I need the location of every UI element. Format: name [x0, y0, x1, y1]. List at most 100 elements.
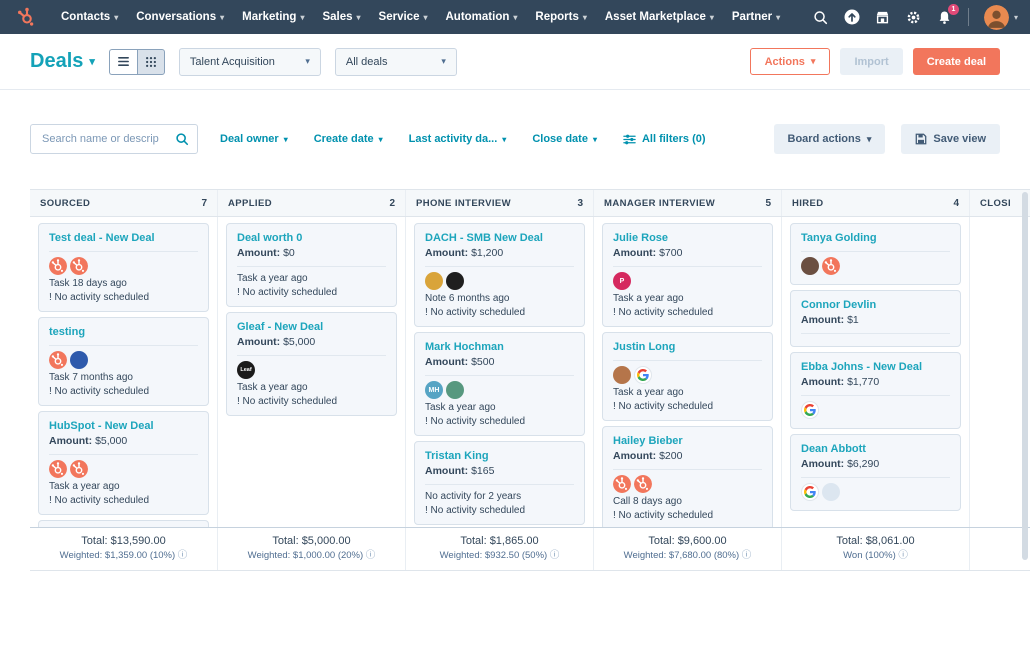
nav-item-marketing[interactable]: Marketing ▾: [233, 11, 313, 23]
avatar-row: [49, 460, 198, 478]
nav-item-automation[interactable]: Automation ▾: [437, 11, 527, 23]
deal-title-link[interactable]: Julie Rose: [613, 232, 669, 244]
deal-card-ebba-johns-new-deal[interactable]: Ebba Johns - New Deal Amount: $1,770: [790, 352, 961, 429]
no-activity-warning: ! No activity scheduled: [49, 386, 150, 397]
deal-title-link[interactable]: Connor Devlin: [801, 299, 877, 311]
user-menu[interactable]: ▾: [983, 4, 1018, 30]
deal-card-tanya-golding[interactable]: Tanya Golding: [790, 223, 961, 285]
info-icon[interactable]: ⓘ: [741, 550, 752, 561]
deal-title-link[interactable]: Tristan King: [425, 450, 489, 462]
no-activity-warning: ! No activity scheduled: [237, 287, 338, 298]
deal-card-tristan-king[interactable]: Tristan King Amount: $165 No activity for …: [414, 441, 585, 525]
column-total-hired: Total: $8,061.00 Won (100%) ⓘ: [782, 528, 970, 570]
deal-title-link[interactable]: Mark Hochman: [425, 341, 504, 353]
deal-title-link[interactable]: Deal worth 0: [237, 232, 303, 244]
filter-last-activity-da[interactable]: Last activity da... ▾: [409, 133, 507, 145]
weighted-amount: Weighted: $932.50 (50%) ⓘ: [439, 550, 560, 561]
search-icon[interactable]: [813, 9, 829, 25]
search-icon[interactable]: [175, 132, 189, 146]
hubspot-logo-icon[interactable]: [16, 6, 38, 28]
chevron-down-icon: ▾: [709, 12, 714, 22]
nav-item-asset-marketplace[interactable]: Asset Marketplace ▾: [596, 11, 723, 23]
vertical-scrollbar[interactable]: [1022, 192, 1028, 560]
settings-gear-icon[interactable]: [906, 9, 922, 25]
deal-title-link[interactable]: HubSpot - New Deal: [49, 420, 154, 432]
nav-item-reports[interactable]: Reports ▾: [526, 11, 595, 23]
marketplace-icon[interactable]: [875, 9, 891, 25]
import-button[interactable]: Import: [840, 48, 903, 75]
last-activity-text: Task 7 months ago: [49, 372, 133, 383]
last-activity-text: Task a year ago: [237, 382, 308, 393]
card-divider: [49, 454, 198, 455]
deal-card-dr-jones[interactable]: Dr. JonesAmount: $5,700: [38, 520, 209, 527]
deal-amount: Amount: $6,290: [801, 458, 880, 470]
deal-title-link[interactable]: DACH - SMB New Deal: [425, 232, 543, 244]
actions-button[interactable]: Actions ▾: [749, 48, 831, 75]
create-deal-button[interactable]: Create deal: [912, 48, 1000, 75]
info-icon[interactable]: ⓘ: [365, 550, 376, 561]
info-icon[interactable]: ⓘ: [177, 550, 188, 561]
user-avatar[interactable]: [983, 4, 1009, 30]
deal-card-test-deal-new-deal[interactable]: Test deal - New Deal Task 18 days ago ! No…: [38, 223, 209, 312]
card-divider: [801, 395, 950, 396]
pipeline-select[interactable]: Talent Acquisition ▾: [178, 47, 321, 76]
card-divider: [801, 333, 950, 334]
search-box: [30, 124, 198, 154]
deal-title-link[interactable]: Justin Long: [613, 341, 676, 353]
deal-title-link[interactable]: Tanya Golding: [801, 232, 877, 244]
chevron-down-icon: ▾: [378, 134, 383, 144]
upgrade-icon[interactable]: [844, 9, 860, 25]
deal-card-connor-devlin[interactable]: Connor Devlin Amount: $1: [790, 290, 961, 347]
search-input[interactable]: [40, 132, 175, 146]
board-column-headers: SOURCED 7 APPLIED 2 PHONE INTERVIEW 3 MANAGER …: [30, 189, 1030, 217]
column-name: MANAGER INTERVIEW: [604, 197, 716, 209]
board-actions-button[interactable]: Board actions ▾: [773, 124, 886, 154]
card-divider: [49, 251, 198, 252]
chevron-down-icon: ▾: [305, 56, 310, 66]
deal-title-link[interactable]: Test deal - New Deal: [49, 232, 155, 244]
deal-amount: Amount: $200: [613, 450, 683, 462]
hubspot-avatar-icon: [70, 460, 88, 478]
nav-item-contacts[interactable]: Contacts ▾: [52, 11, 127, 23]
deal-card-gleaf-new-deal[interactable]: Gleaf - New Deal Amount: $5,000 Leaf Task a…: [226, 312, 397, 416]
deal-title-link[interactable]: Gleaf - New Deal: [237, 321, 324, 333]
nav-item-partner[interactable]: Partner ▾: [723, 11, 789, 23]
deal-title-link[interactable]: Hailey Bieber: [613, 435, 683, 447]
filter-deal-owner[interactable]: Deal owner ▾: [220, 133, 288, 145]
deal-card-testing[interactable]: testing Task 7 months ago ! No activity sc…: [38, 317, 209, 406]
column-name: HIRED: [792, 197, 824, 209]
deal-card-mark-hochman[interactable]: Mark Hochman Amount: $500 MH Task a year ag…: [414, 332, 585, 436]
deal-view-select[interactable]: All deals ▾: [334, 47, 457, 76]
board-view-button[interactable]: [136, 48, 165, 75]
deal-card-dach-smb-new-deal[interactable]: DACH - SMB New Deal Amount: $1,200 Note 6 …: [414, 223, 585, 327]
page-title-dropdown[interactable]: Deals ▾: [30, 50, 95, 73]
all-filters-link[interactable]: All filters (0): [623, 133, 706, 146]
total-amount: Total: $9,600.00: [648, 535, 727, 547]
deal-amount: Amount: $500: [425, 356, 495, 368]
nav-item-conversations[interactable]: Conversations ▾: [127, 11, 233, 23]
info-icon[interactable]: ⓘ: [549, 550, 560, 561]
filter-close-date[interactable]: Close date ▾: [532, 133, 597, 145]
deal-card-dean-abbott[interactable]: Dean Abbott Amount: $6,290: [790, 434, 961, 511]
column-count: 5: [765, 197, 771, 209]
deal-title-link[interactable]: Dean Abbott: [801, 443, 866, 455]
nav-item-service[interactable]: Service ▾: [370, 11, 437, 23]
nav-item-label: Marketing: [242, 11, 297, 23]
column-hired: Tanya Golding Connor Devlin Amount: $1 Ebba…: [782, 217, 970, 527]
info-icon[interactable]: ⓘ: [898, 550, 908, 561]
deal-title-link[interactable]: Ebba Johns - New Deal: [801, 361, 923, 373]
google-logo-avatar: [801, 483, 819, 501]
filter-create-date[interactable]: Create date ▾: [314, 133, 383, 145]
deal-title-link[interactable]: testing: [49, 326, 86, 338]
deal-card-hubspot-new-deal[interactable]: HubSpot - New Deal Amount: $5,000 Task a y…: [38, 411, 209, 515]
nav-item-sales[interactable]: Sales ▾: [313, 11, 369, 23]
save-view-button[interactable]: Save view: [901, 124, 1000, 154]
deal-card-deal-worth-0[interactable]: Deal worth 0 Amount: $0 Task a year ago ! N…: [226, 223, 397, 307]
total-amount: Total: $5,000.00: [272, 535, 351, 547]
list-view-button[interactable]: [108, 48, 137, 75]
nav-item-label: Partner: [731, 11, 773, 23]
notifications-bell-icon[interactable]: 1: [937, 4, 959, 25]
deal-card-julie-rose[interactable]: Julie Rose Amount: $700 P Task a year ago ! …: [602, 223, 773, 327]
deal-card-hailey-bieber[interactable]: Hailey Bieber Amount: $200 Call 8 days ago…: [602, 426, 773, 527]
deal-card-justin-long[interactable]: Justin Long Task a year ago ! No activity …: [602, 332, 773, 421]
